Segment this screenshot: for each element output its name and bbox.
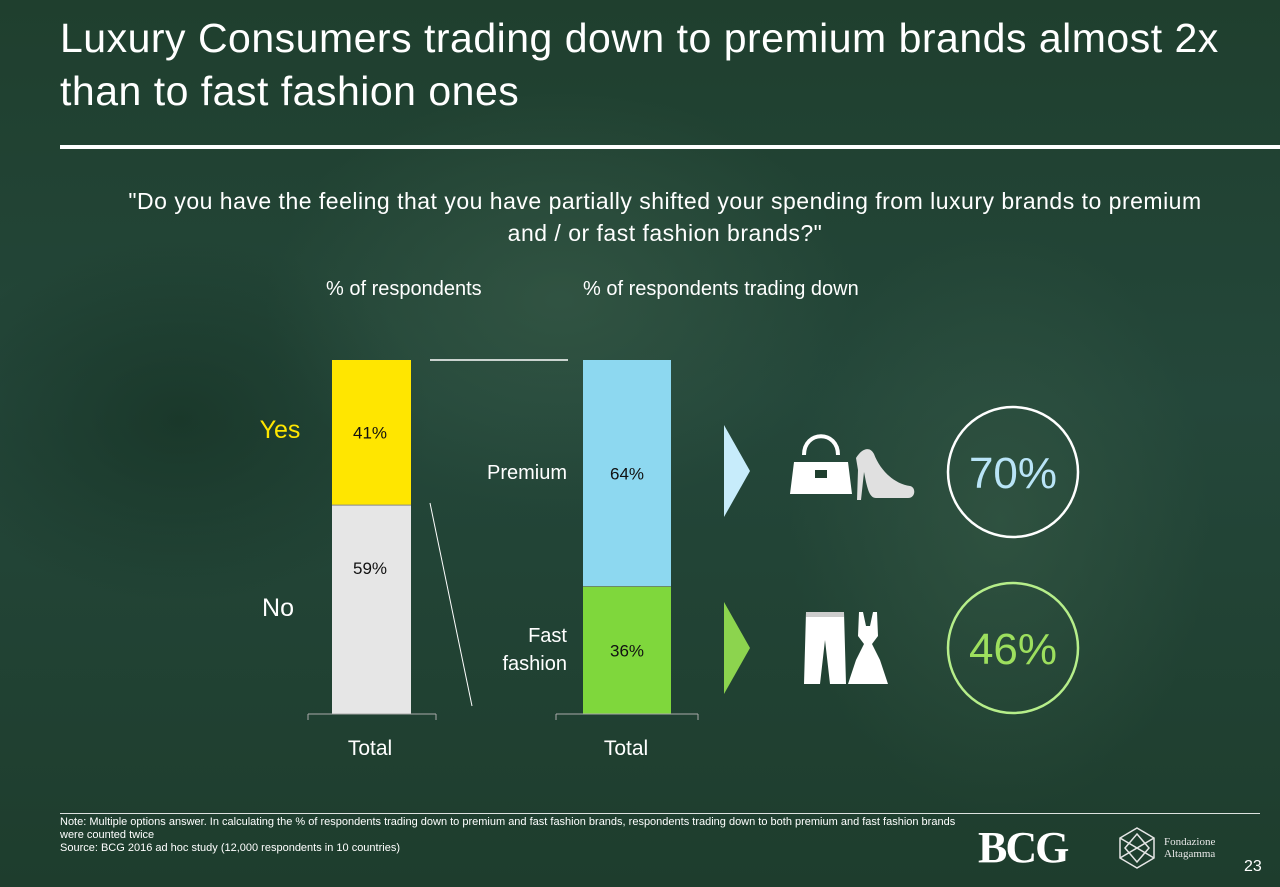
altagamma-line1: Fondazione xyxy=(1164,836,1216,848)
bcg-logo: BCG xyxy=(978,823,1069,872)
bar-segment-premium xyxy=(583,360,671,587)
legend-label-yes: Yes xyxy=(260,416,301,444)
data-label-fast-fashion: 36% xyxy=(610,641,644,660)
right-category-label: Total xyxy=(604,737,648,760)
slide-title: Luxury Consumers trading down to premium… xyxy=(60,15,1219,114)
handbag-icon xyxy=(790,434,852,494)
series-label-fast-line2: fashion xyxy=(503,653,568,675)
survey-question: "Do you have the feeling that you have p… xyxy=(128,188,1202,246)
footnote-source: Source: BCG 2016 ad hoc study (12,000 re… xyxy=(60,842,400,854)
altagamma-line2: Altagamma xyxy=(1164,848,1216,860)
connector-bottom-line xyxy=(429,502,473,707)
premium-share-value: 70% xyxy=(969,449,1057,498)
footnote-note: Note: Multiple options answer. In calcul… xyxy=(60,816,956,841)
jeans-icon xyxy=(804,612,846,684)
title-divider xyxy=(60,145,1280,149)
chevron-premium-icon xyxy=(724,425,750,517)
data-label-yes: 41% xyxy=(353,424,387,443)
left-category-label: Total xyxy=(348,737,392,760)
data-label-no: 59% xyxy=(353,559,387,578)
page-number: 23 xyxy=(1244,858,1262,875)
bar-segment-yes xyxy=(332,360,411,506)
altagamma-logo-text: Fondazione Altagamma xyxy=(1164,836,1215,860)
chevron-fast-fashion-icon xyxy=(724,602,750,694)
series-label-fast-line1: Fast xyxy=(528,625,567,647)
bar-segment-no xyxy=(332,505,411,714)
premium-share-badge: 70% xyxy=(946,405,1080,539)
footnote: Note: Multiple options answer. In calcul… xyxy=(60,816,960,855)
bar-segment-fast-fashion xyxy=(583,586,671,714)
fast-fashion-share-value: 46% xyxy=(969,625,1057,674)
data-label-premium: 64% xyxy=(610,464,644,483)
altagamma-logo-icon xyxy=(1119,827,1155,869)
right-chart-subtitle: % of respondents trading down xyxy=(583,278,859,300)
series-label-premium: Premium xyxy=(487,462,567,484)
right-stacked-bar: 64% 36% xyxy=(583,360,671,714)
left-chart-subtitle: % of respondents xyxy=(326,278,482,300)
high-heel-icon xyxy=(856,449,915,500)
fast-fashion-share-badge: 46% xyxy=(946,581,1080,715)
footnote-divider xyxy=(60,813,1260,814)
legend-label-no: No xyxy=(262,594,294,622)
fast-fashion-circle xyxy=(946,581,1080,715)
premium-circle xyxy=(946,405,1080,539)
left-stacked-bar: 41% 59% xyxy=(332,360,411,714)
dress-icon xyxy=(848,612,888,684)
